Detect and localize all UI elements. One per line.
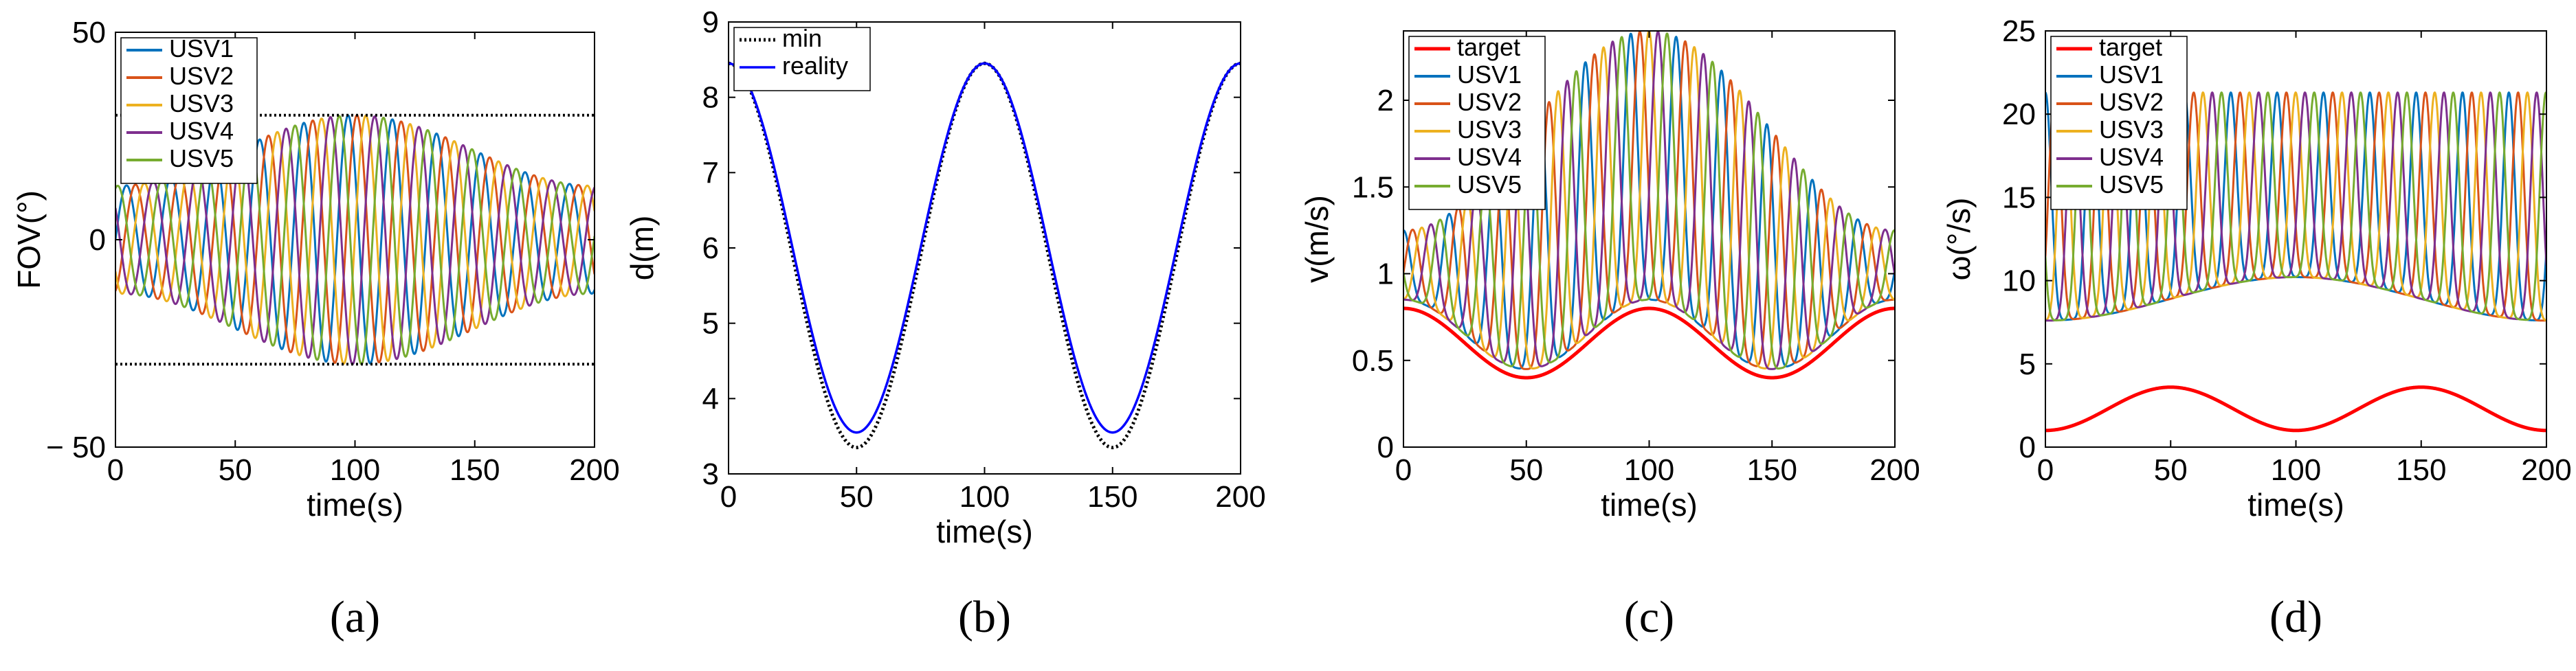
- y-axis-label: v(m/s): [1299, 195, 1335, 283]
- x-tick-label: 0: [107, 453, 124, 487]
- x-tick-label: 50: [840, 480, 874, 514]
- x-tick-label: 150: [1087, 480, 1137, 514]
- y-tick-label: 25: [2002, 14, 2036, 48]
- x-tick-label: 0: [1395, 453, 1412, 487]
- legend-box: [733, 27, 871, 91]
- y-tick-label: 0.5: [1352, 344, 1394, 378]
- legend-label: target: [2099, 33, 2162, 61]
- legend-label: USV1: [2099, 60, 2164, 89]
- y-axis-label: ω(°/s): [1941, 198, 1977, 281]
- x-tick-label: 100: [959, 480, 1010, 514]
- x-tick-label: 150: [1747, 453, 1797, 487]
- y-tick-label: 8: [702, 81, 719, 115]
- y-tick-label: 5: [702, 307, 719, 341]
- x-tick-label: 150: [449, 453, 500, 487]
- legend-label: USV5: [169, 144, 234, 172]
- y-tick-label: 7: [702, 156, 719, 190]
- legend-label: USV3: [2099, 115, 2164, 144]
- x-tick-label: 50: [219, 453, 252, 487]
- series-line-usv4: [2045, 91, 2546, 322]
- x-axis-label: time(s): [2247, 487, 2344, 523]
- chart-panel: 0 50 100 150 200 0 5 10 15 20 25 time(s) ω(°/s) (d) ta…: [1941, 14, 2572, 642]
- y-axis-label: d(m): [624, 216, 660, 281]
- panel-label: (a): [330, 592, 380, 642]
- series-line-usv5: [115, 115, 595, 365]
- y-tick-label: 0: [2019, 431, 2036, 464]
- x-tick-label: 0: [2037, 453, 2054, 487]
- plot-area: [2045, 91, 2546, 433]
- series-line-usv2: [115, 114, 595, 364]
- y-tick-label: 5: [2019, 348, 2036, 381]
- y-tick-label: 50: [72, 16, 106, 49]
- y-tick-label: 15: [2002, 181, 2036, 214]
- x-axis-label: time(s): [307, 487, 403, 523]
- legend-label: target: [1457, 33, 1520, 61]
- legend-label: reality: [782, 52, 848, 80]
- legend-label: USV2: [2099, 88, 2164, 116]
- legend-label: min: [782, 24, 822, 52]
- y-axis-label: FOV(°): [11, 190, 47, 289]
- y-tick-label: 0: [1377, 431, 1394, 464]
- series-line-reality: [729, 62, 1241, 434]
- panel-label: (c): [1624, 592, 1674, 642]
- legend-label: USV4: [2099, 143, 2164, 171]
- x-tick-label: 200: [1215, 480, 1265, 514]
- y-tick-label: 0: [89, 223, 106, 257]
- legend-label: USV2: [1457, 88, 1522, 116]
- x-tick-label: 150: [2396, 453, 2446, 487]
- y-tick-label: 9: [702, 5, 719, 39]
- legend-label: USV4: [169, 117, 234, 145]
- chart-panel: 0 50 100 150 200 3 4 5 6 7 8 9 time(s) d(m) (b) minreal…: [624, 5, 1266, 642]
- legend-label: USV1: [1457, 60, 1522, 89]
- series-line-usv4: [1403, 31, 1895, 370]
- x-tick-label: 100: [2271, 453, 2321, 487]
- panel-label: (b): [958, 592, 1011, 642]
- series-line-min: [729, 61, 1241, 450]
- series-line-target: [1403, 306, 1895, 380]
- legend-label: USV2: [169, 62, 234, 90]
- x-tick-label: 200: [1869, 453, 1920, 487]
- y-tick-label: 3: [702, 457, 719, 491]
- legend-label: USV5: [1457, 170, 1522, 198]
- legend-label: USV1: [169, 34, 234, 62]
- y-tick-label: 1.5: [1352, 170, 1394, 204]
- legend-box: [1408, 36, 1546, 210]
- series-line-target: [2045, 385, 2546, 433]
- x-axis-label: time(s): [936, 514, 1033, 549]
- legend-label: USV3: [1457, 115, 1522, 144]
- y-tick-label: 2: [1377, 84, 1394, 117]
- legend-label: USV4: [1457, 143, 1522, 171]
- chart-panel: 0 50 100 150 200− 50050time(s)FOV(°)(a)USV1U…: [11, 16, 620, 642]
- x-tick-label: 100: [1624, 453, 1674, 487]
- panel-label: (d): [2269, 592, 2322, 642]
- plot-area: [729, 61, 1241, 450]
- x-tick-label: 50: [2154, 453, 2188, 487]
- series-line-usv3: [115, 114, 595, 365]
- legend-box: [2050, 36, 2188, 210]
- y-tick-label: 10: [2002, 264, 2036, 298]
- x-tick-label: 200: [569, 453, 619, 487]
- y-tick-label: 20: [2002, 98, 2036, 131]
- legend-label: USV5: [2099, 170, 2164, 198]
- x-tick-label: 200: [2521, 453, 2571, 487]
- x-tick-label: 50: [1509, 453, 1543, 487]
- y-tick-label: 4: [702, 382, 719, 416]
- y-tick-label: 1: [1377, 258, 1394, 291]
- legend-label: USV3: [169, 89, 234, 117]
- y-tick-label: − 50: [46, 431, 106, 464]
- series-line-usv1: [115, 114, 595, 365]
- x-tick-label: 0: [720, 480, 737, 514]
- chart-panel: 0 50 100 150 200 0 0.5 1 1.5 2 time(s) v(m/s) (c) tar…: [1299, 30, 1920, 642]
- x-tick-label: 100: [330, 453, 380, 487]
- x-axis-label: time(s): [1601, 487, 1698, 523]
- y-tick-label: 6: [702, 231, 719, 265]
